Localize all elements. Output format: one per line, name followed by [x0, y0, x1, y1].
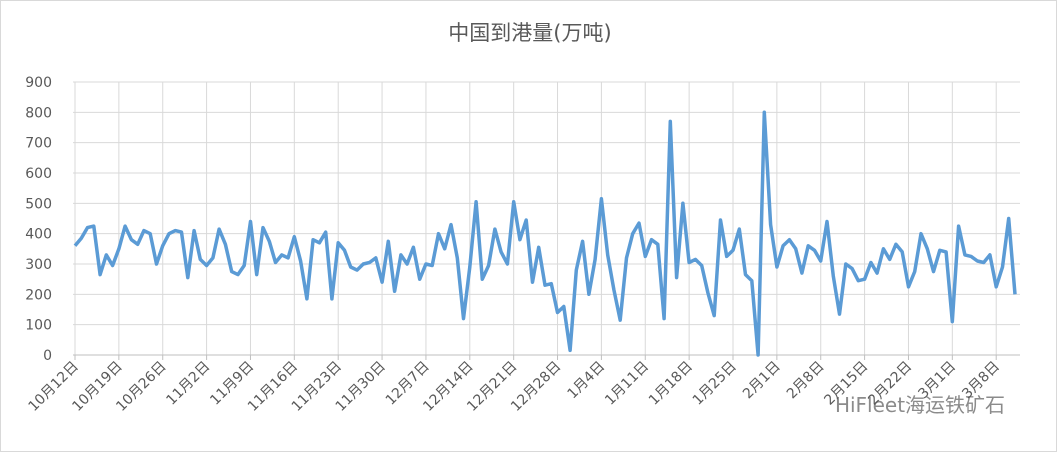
y-tick-label: 900 [25, 75, 52, 91]
y-tick-label: 800 [25, 105, 52, 121]
chart-title: 中国到港量(万吨) [448, 21, 611, 45]
data-line [73, 110, 1017, 357]
y-tick-label: 500 [25, 196, 52, 212]
y-tick-label: 200 [25, 287, 52, 303]
y-tick-label: 600 [25, 166, 52, 182]
watermark: HiFleet海运铁矿石 [835, 393, 1005, 417]
y-tick-label: 400 [25, 227, 52, 243]
y-tick-label: 300 [25, 257, 52, 273]
y-tick-label: 0 [43, 348, 52, 364]
y-tick-label: 700 [25, 136, 52, 152]
y-tick-label: 100 [25, 318, 52, 334]
